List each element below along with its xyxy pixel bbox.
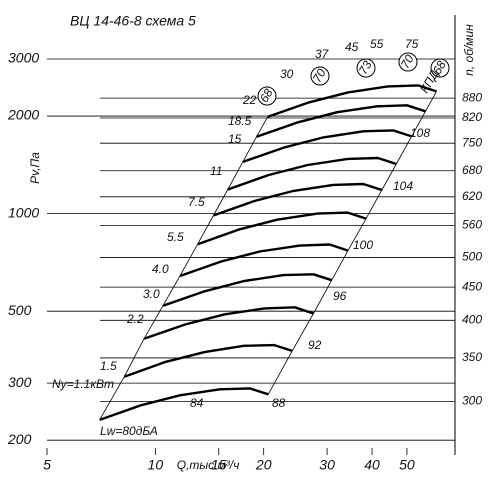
power-label: 15 [228,132,242,146]
power-label: 5.5 [167,230,184,244]
chart-title: ВЦ 14-46-8 схема 5 [70,13,196,29]
performance-curve [242,129,412,164]
power-label: 3.0 [143,287,160,301]
envelope-left [99,116,268,421]
x-tick-label: 30 [319,457,335,473]
efficiency-label: 70 [398,52,417,71]
power-label: 4.0 [152,262,169,276]
performance-curve [267,84,437,119]
performance-curve [143,306,314,340]
y2-tick-label: 450 [462,279,482,293]
y2-tick-label: 820 [462,110,482,124]
performance-curve [212,182,383,217]
y-tick-label: 3000 [8,50,39,66]
power-label: 2.2 [126,312,144,326]
efficiency-label: 68 [257,86,276,105]
performance-curve [162,273,333,307]
efficiency-label: 68 [430,58,449,77]
power-label: 7.5 [188,195,205,209]
performance-curve [256,104,426,138]
efficiency-circle [430,58,450,78]
power-label: 1.5 [100,359,117,373]
y-tick-label: 1000 [8,204,39,220]
efficiency-circle [356,58,376,78]
y-tick-label: 300 [8,374,32,390]
noise-label: 88 [272,396,286,410]
performance-curve [227,156,397,191]
x-tick-label: 50 [399,457,415,473]
y2-tick-label: 620 [462,189,482,203]
y2-tick-label: 880 [462,90,482,104]
performance-curve [99,387,269,422]
efficiency-label: 70 [310,66,329,85]
y2-tick-label: 300 [462,394,482,408]
x-tick-label: 40 [364,457,380,473]
efficiency-circle [310,66,330,86]
noise-label: 84 [190,396,204,410]
y2-tick-label: 750 [462,135,482,149]
x-tick-label: 15 [211,457,227,473]
power-label: 75 [405,37,419,51]
power-label: 11 [210,164,222,178]
power-label: 30 [280,67,294,81]
y-tick-label: 2000 [7,107,39,123]
x-tick-label: 5 [43,457,51,473]
performance-curve [197,211,367,246]
power-label: 45 [345,40,359,54]
x-tick-label: 10 [148,457,164,473]
efficiency-circle [257,86,277,106]
power-label: 18.5 [228,114,252,128]
noise-label: 104 [393,179,413,193]
noise-label: 96 [333,289,347,303]
power-label: Ny=1.1кВт [52,377,114,391]
noise-label: Lw=80дБА [100,424,158,438]
noise-label: 108 [410,126,430,140]
y2-tick-label: 350 [462,350,482,364]
y-tick-label: 200 [7,431,32,447]
y2-tick-label: 500 [462,250,482,264]
performance-curve [123,343,293,378]
x-tick-label: 20 [255,457,272,473]
y2-tick-label: 400 [462,312,482,326]
efficiency-label: 73 [356,58,375,77]
x-axis-title: Q,тыс.м³/ч [177,458,240,472]
power-label: 55 [370,37,384,51]
y2-tick-label: 560 [462,218,482,232]
noise-label: 92 [308,338,322,352]
noise-label: 100 [353,238,373,252]
efficiency-circle [398,52,418,72]
y2-axis-title: n, об/мин [462,24,476,76]
y-axis-title: Pv,Па [28,152,42,184]
power-label: 37 [315,47,330,61]
performance-curve [179,243,349,278]
y-tick-label: 500 [8,302,32,318]
y2-tick-label: 680 [462,163,482,177]
power-label: 22 [242,93,257,107]
